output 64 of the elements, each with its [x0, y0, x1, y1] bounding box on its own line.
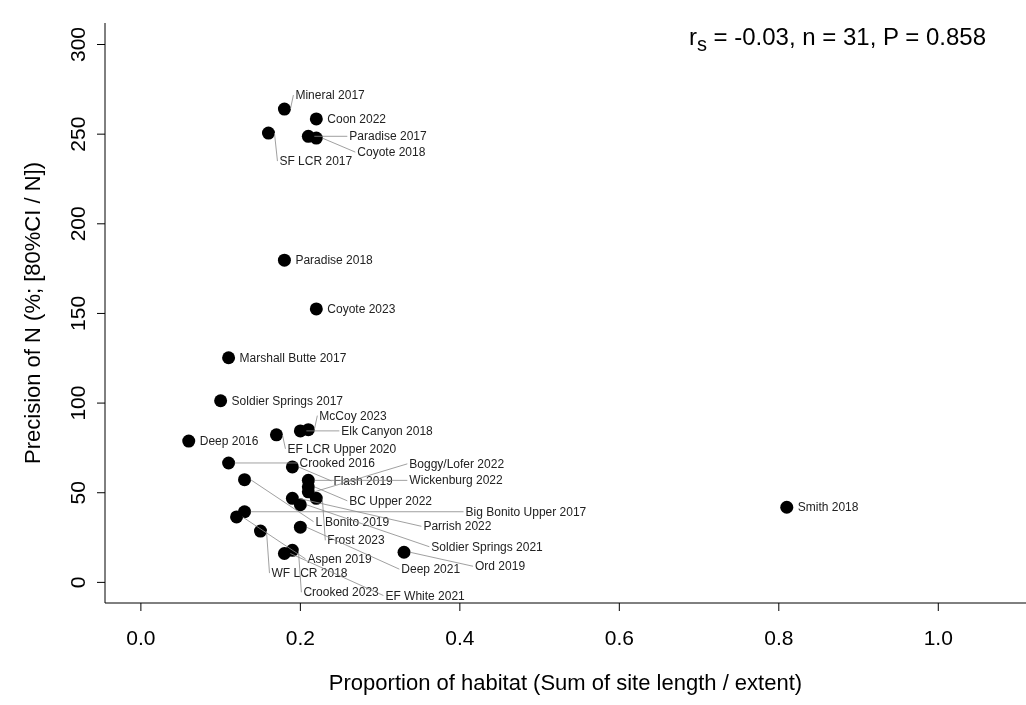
point — [780, 500, 794, 514]
point — [222, 351, 236, 365]
data-label: Aspen 2019 — [307, 551, 372, 566]
data-label: L Bonito 2019 — [315, 514, 390, 529]
data-label: McCoy 2023 — [319, 408, 388, 423]
x-tick-label: 0.8 — [764, 626, 794, 649]
point — [293, 498, 307, 512]
x-tick-label: 0.6 — [604, 626, 634, 649]
point — [261, 126, 275, 140]
point — [309, 302, 323, 316]
y-tick-label: 200 — [66, 206, 89, 242]
x-tick-label: 0.0 — [126, 626, 156, 649]
data-label: Mineral 2017 — [295, 88, 366, 103]
point — [222, 456, 236, 470]
y-tick-label: 0 — [66, 576, 89, 589]
data-label: Coon 2022 — [327, 111, 387, 126]
data-label: Coyote 2023 — [327, 301, 396, 316]
point — [182, 434, 196, 448]
data-label: Frost 2023 — [327, 533, 385, 548]
y-tick-label: 300 — [66, 26, 89, 63]
data-label: WF LCR 2018 — [271, 566, 348, 581]
y-tick-label: 250 — [66, 116, 89, 152]
data-label: SF LCR 2017 — [279, 154, 353, 169]
point — [238, 473, 252, 487]
data-label: Wickenburg 2022 — [409, 473, 504, 488]
data-label: BC Upper 2022 — [349, 493, 433, 508]
point — [277, 102, 291, 116]
data-label: Deep 2021 — [401, 562, 461, 577]
y-tick-label: 50 — [66, 481, 89, 505]
point — [214, 394, 228, 408]
data-label: Big Bonito Upper 2017 — [465, 504, 587, 519]
data-label: Parrish 2022 — [423, 519, 492, 534]
data-label: Smith 2018 — [797, 500, 859, 515]
y-tick-label: 150 — [66, 295, 89, 331]
point — [309, 112, 323, 126]
data-label: EF White 2021 — [385, 588, 466, 603]
data-label: Soldier Springs 2021 — [431, 539, 544, 554]
y-axis-title: Precision of N (%; [80%CI / N]) — [19, 162, 45, 464]
data-label: Flash 2019 — [333, 473, 394, 488]
x-tick-label: 0.2 — [285, 626, 315, 649]
point — [397, 545, 411, 559]
data-label: Boggy/Lofer 2022 — [409, 456, 505, 471]
point — [277, 547, 291, 561]
data-label: Ord 2019 — [475, 559, 526, 574]
data-label: Paradise 2018 — [295, 253, 374, 268]
data-label: Soldier Springs 2017 — [231, 393, 344, 408]
data-label: Paradise 2017 — [349, 129, 428, 144]
point — [269, 428, 283, 442]
y-tick-label: 100 — [66, 385, 89, 421]
data-label: Elk Canyon 2018 — [341, 423, 434, 438]
point — [277, 253, 291, 267]
data-label: EF LCR Upper 2020 — [287, 441, 397, 456]
data-label: Crooked 2023 — [303, 585, 380, 600]
point — [293, 520, 307, 534]
point — [230, 510, 244, 524]
data-label: Marshall Butte 2017 — [239, 350, 347, 365]
data-label: Crooked 2016 — [299, 455, 376, 470]
annotation: r$_{s}$ = -0.03, n = 31, P = 0.858 — [688, 23, 986, 56]
data-label: Deep 2016 — [199, 434, 259, 449]
data-label: Coyote 2018 — [357, 145, 426, 160]
point — [309, 131, 323, 145]
x-tick-label: 0.4 — [445, 626, 475, 649]
x-axis-title: Proportion of habitat (Sum of site length / extent) — [328, 670, 803, 695]
x-tick-label: 1.0 — [923, 626, 953, 649]
